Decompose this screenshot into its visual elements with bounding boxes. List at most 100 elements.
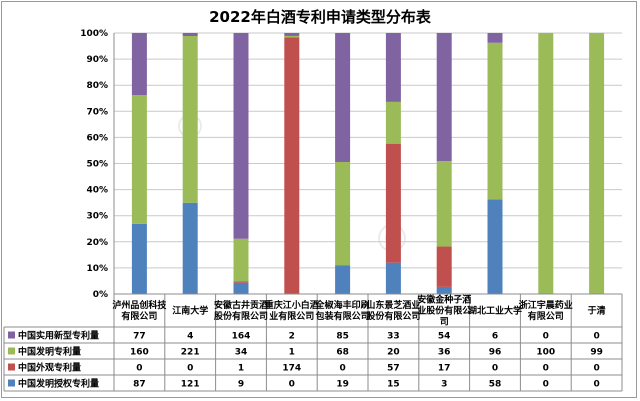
y-tick-label: 30% [86, 212, 108, 222]
y-tick-label: 60% [86, 133, 108, 143]
data-table-value: 160 [130, 348, 149, 358]
data-table-value: 1 [289, 348, 295, 358]
data-table-value: 0 [187, 364, 193, 374]
legend-swatch [8, 363, 15, 371]
bar-segment [487, 33, 503, 43]
data-table: 泸州品创科技有限公司江南大学安徽古井贡酒股份有限公司重庆江小白酒业有限公司全椒海… [3, 293, 623, 392]
x-category-label: 重庆江小白酒业有限公司 [265, 299, 319, 322]
data-table-value: 0 [593, 364, 599, 374]
data-table-value: 121 [181, 380, 200, 390]
bar-segment [335, 161, 351, 266]
data-table-value: 0 [543, 364, 549, 374]
data-table-value: 9 [238, 380, 244, 390]
data-table-value: 221 [181, 348, 200, 358]
data-table-value: 85 [336, 332, 349, 342]
legend-label: 中国发明授权专利量 [18, 378, 99, 390]
bar-segment [131, 95, 147, 224]
bar-segment [487, 42, 503, 200]
data-table-value: 4 [187, 332, 193, 342]
x-category-label: 安徽金种子酒业股份有限公司 [417, 294, 471, 328]
data-table-value: 164 [232, 332, 251, 342]
y-tick-label: 90% [86, 55, 108, 65]
data-table-value: 0 [136, 364, 142, 374]
data-table-value: 17 [438, 364, 451, 374]
legend-label: 中国实用新型专利量 [18, 330, 99, 342]
y-tick-label: 20% [86, 238, 108, 248]
bar-segment [131, 33, 147, 96]
bar-segment [385, 33, 401, 102]
data-table-value: 99 [590, 348, 603, 358]
data-table-value: 68 [336, 348, 349, 358]
bar-segment [385, 143, 401, 263]
bar-segment [182, 202, 198, 294]
data-table-value: 36 [438, 348, 451, 358]
legend-swatch [8, 347, 15, 355]
x-category-label: 湖北工业大学 [468, 305, 522, 317]
data-table-value: 57 [387, 364, 400, 374]
y-tick-label: 0% [93, 290, 108, 300]
bar-segment [538, 33, 554, 294]
data-table-value: 87 [133, 380, 146, 390]
data-table-value: 2 [289, 332, 295, 342]
data-table-value: 77 [133, 332, 146, 342]
data-table-value: 0 [593, 380, 599, 390]
data-table-value: 0 [492, 364, 498, 374]
x-category-label: 浙江宇晨药业有限公司 [519, 299, 573, 322]
bars [131, 33, 605, 294]
data-table-value: 0 [543, 332, 549, 342]
y-tick-label: 100% [80, 29, 108, 39]
y-axis-ticks: 0% 10% 20% 30% 40% 50% 60% 70% 80% 90% 100% [80, 29, 108, 300]
data-table-value: 96 [489, 348, 502, 358]
bar-segment [284, 35, 300, 38]
data-table-value: 54 [438, 332, 451, 342]
bar-segment [436, 161, 452, 247]
legend-swatch [8, 379, 15, 387]
chart-title: 2022年白酒专利申请类型分布表 [209, 8, 432, 26]
y-tick-label: 70% [86, 107, 108, 117]
bar-segment [436, 286, 452, 294]
data-table-value: 0 [289, 380, 295, 390]
bar-segment [436, 246, 452, 287]
y-tick-label: 80% [86, 81, 108, 91]
data-table-value: 15 [387, 380, 400, 390]
bar-segment [589, 33, 605, 294]
x-category-label: 山东景芝酒业股份有限公司 [366, 299, 420, 322]
data-table-value: 34 [235, 348, 248, 358]
bar-segment [284, 33, 300, 36]
bar-segment [182, 36, 198, 203]
bar-segment [385, 101, 401, 144]
data-table-value: 174 [282, 364, 301, 374]
bar-segment [182, 33, 198, 37]
bar-segment [385, 262, 401, 294]
bar-segment [131, 223, 147, 294]
data-table-value: 33 [387, 332, 400, 342]
bar-segment [436, 33, 452, 162]
data-table-value: 1 [238, 364, 244, 374]
legend-label: 中国发明专利量 [18, 346, 81, 358]
data-table-value: 20 [387, 348, 400, 358]
data-table-value: 58 [489, 380, 502, 390]
y-tick-label: 40% [86, 186, 108, 196]
bar-segment [487, 199, 503, 294]
data-table-value: 0 [593, 332, 599, 342]
bar-segment [233, 281, 249, 283]
data-table-value: 19 [336, 380, 349, 390]
data-table-value: 0 [543, 380, 549, 390]
bar-segment [233, 33, 249, 239]
legend-label: 中国外观专利量 [18, 362, 81, 374]
x-category-label: 安徽古井贡酒股份有限公司 [214, 299, 268, 322]
x-category-label: 于清 [588, 305, 606, 317]
data-table-value: 0 [339, 364, 345, 374]
x-category-label: 泸州品创科技有限公司 [112, 299, 167, 322]
data-table-value: 3 [441, 380, 447, 390]
bar-segment [335, 265, 351, 294]
y-tick-label: 10% [86, 264, 108, 274]
y-tick-label: 50% [86, 160, 108, 170]
bar-segment [233, 282, 249, 294]
bar-segment [335, 33, 351, 162]
legend-swatch [8, 331, 15, 339]
x-category-label: 全椒海丰印刷包装有限公司 [315, 299, 370, 322]
data-table-value: 6 [492, 332, 498, 342]
